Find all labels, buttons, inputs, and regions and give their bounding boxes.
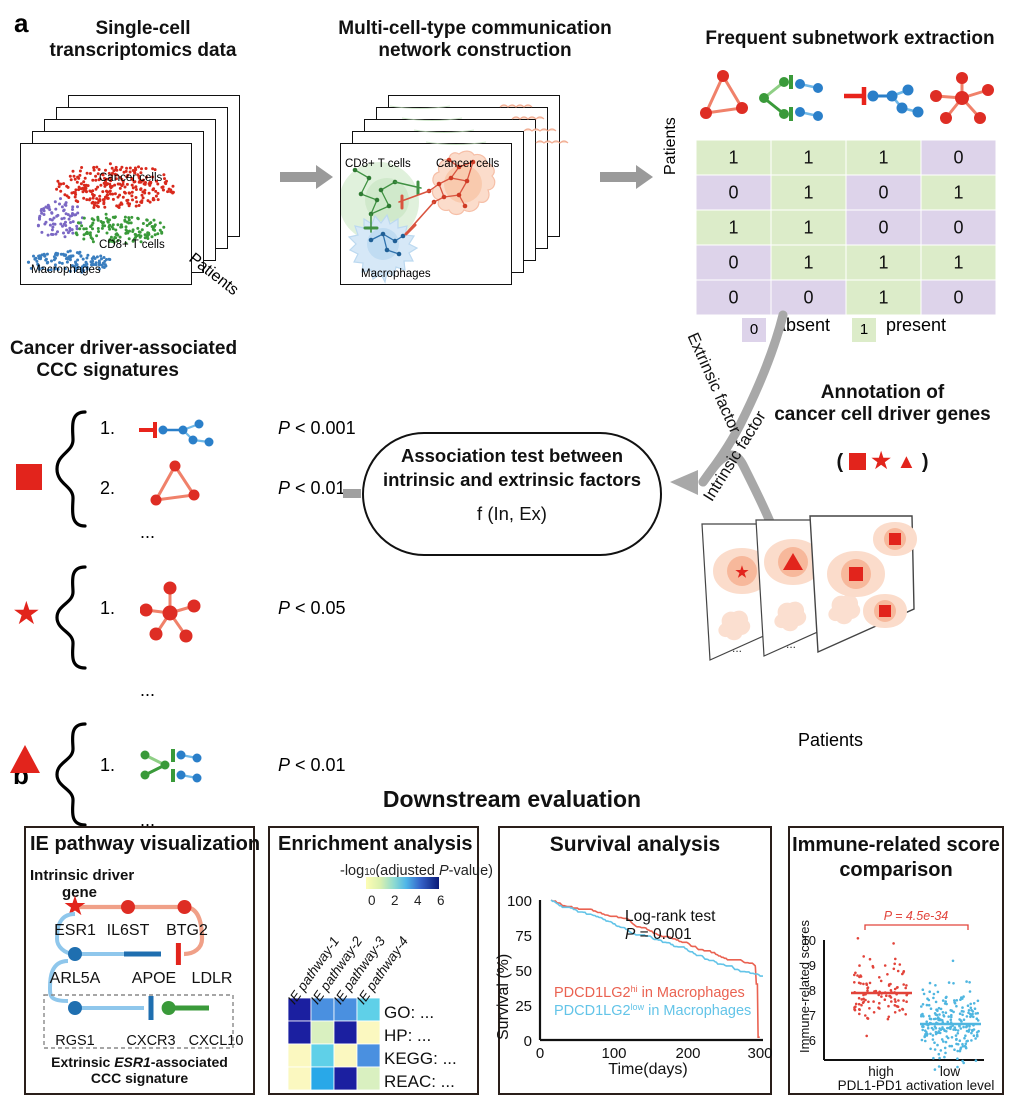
- svg-text:0: 0: [878, 218, 888, 238]
- svg-text:1: 1: [803, 218, 813, 238]
- svg-text:PDCD1LG2hi in Macrophages: PDCD1LG2hi in Macrophages: [554, 984, 745, 1001]
- svg-text:ARL5A: ARL5A: [50, 970, 101, 987]
- svg-text:...: ...: [786, 637, 796, 651]
- svg-text:100: 100: [507, 893, 532, 910]
- svg-text:0: 0: [728, 253, 738, 273]
- svg-text:50: 50: [515, 963, 532, 980]
- svg-text:200: 200: [675, 1045, 700, 1062]
- svg-text:0: 0: [536, 1045, 544, 1062]
- svg-text:P = 4.5e-34: P = 4.5e-34: [884, 909, 949, 923]
- svg-text:CXCR3: CXCR3: [126, 1033, 175, 1049]
- svg-text:high: high: [868, 1064, 894, 1079]
- svg-text:25: 25: [515, 998, 532, 1015]
- svg-text:0: 0: [878, 183, 888, 203]
- svg-text:0: 0: [728, 183, 738, 203]
- svg-text:ESR1: ESR1: [54, 922, 96, 939]
- svg-text:Time(days): Time(days): [608, 1061, 687, 1078]
- svg-text:...: ...: [732, 641, 742, 655]
- svg-text:0: 0: [953, 288, 963, 308]
- svg-text:IL6ST: IL6ST: [107, 922, 150, 939]
- svg-text:low: low: [940, 1064, 961, 1079]
- svg-text:1: 1: [878, 288, 888, 308]
- svg-text:300: 300: [747, 1045, 772, 1062]
- svg-text:1: 1: [878, 253, 888, 273]
- svg-text:APOE: APOE: [132, 970, 176, 987]
- svg-text:BTG2: BTG2: [166, 922, 208, 939]
- svg-text:0: 0: [524, 1033, 532, 1050]
- svg-text:75: 75: [515, 928, 532, 945]
- svg-text:LDLR: LDLR: [192, 970, 233, 987]
- svg-text:1: 1: [803, 183, 813, 203]
- svg-text:1: 1: [878, 148, 888, 168]
- svg-text:★: ★: [735, 564, 749, 581]
- svg-text:RGS1: RGS1: [55, 1033, 95, 1049]
- svg-text:0: 0: [953, 218, 963, 238]
- svg-text:PDL1-PD1 activation level: PDL1-PD1 activation level: [838, 1078, 995, 1093]
- svg-text:1: 1: [803, 148, 813, 168]
- svg-text:0: 0: [953, 148, 963, 168]
- svg-text:1: 1: [953, 183, 963, 203]
- svg-text:1: 1: [728, 218, 738, 238]
- svg-text:1: 1: [953, 253, 963, 273]
- svg-text:100: 100: [601, 1045, 626, 1062]
- svg-text:1: 1: [803, 253, 813, 273]
- svg-text:1: 1: [728, 148, 738, 168]
- svg-text:PDCD1LG2low in Macrophages: PDCD1LG2low in Macrophages: [554, 1002, 751, 1019]
- svg-text:CXCL10: CXCL10: [189, 1033, 244, 1049]
